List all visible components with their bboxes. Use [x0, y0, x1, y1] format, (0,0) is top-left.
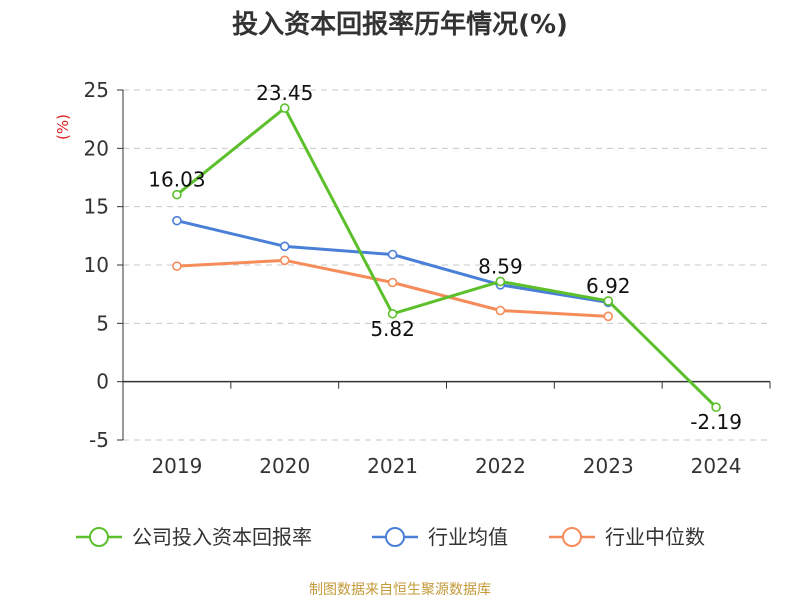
data-point	[172, 215, 182, 226]
data-label: 16.03	[148, 168, 205, 192]
x-tick-label: 2019	[151, 454, 202, 478]
legend-item[interactable]: 行业中位数	[549, 525, 705, 549]
data-point	[172, 261, 182, 271]
x-tick-label: 2022	[475, 454, 526, 478]
series-line	[175, 106, 718, 409]
data-labels: 16.03 23.45 5.82 8.59 6.92 -2.19	[148, 81, 742, 434]
legend-label: 行业均值	[428, 525, 508, 549]
y-tick-label: 25	[84, 78, 109, 102]
axes: 25 20 15 10 5 0 -5 2019 2020 2021 2022 2023 2024	[84, 78, 771, 478]
data-label: -2.19	[690, 410, 742, 434]
grid-lines	[123, 89, 770, 441]
x-tick-label: 2023	[583, 454, 634, 478]
data-point	[279, 241, 290, 252]
data-point	[495, 276, 506, 287]
data-label: 6.92	[586, 274, 631, 298]
legend: 公司投入资本回报率 行业均值 行业中位数	[76, 525, 705, 549]
legend-marker	[89, 527, 109, 547]
y-tick-label: 15	[84, 195, 109, 219]
legend-label: 行业中位数	[605, 525, 705, 549]
legend-item[interactable]: 行业均值	[372, 525, 508, 549]
y-tick-label: 20	[84, 136, 109, 160]
data-point	[387, 308, 398, 319]
data-point	[603, 296, 614, 306]
x-tick-label: 2020	[259, 454, 310, 478]
series-layer	[172, 103, 721, 413]
data-point	[387, 277, 398, 288]
x-tick-label: 2021	[367, 454, 418, 478]
legend-marker	[562, 527, 582, 547]
y-tick-label: 10	[84, 253, 109, 277]
data-point	[603, 311, 614, 322]
chart-title: 投入资本回报率历年情况(%)	[232, 9, 568, 40]
source-note: 制图数据来自恒生聚源数据库	[309, 582, 491, 598]
y-tick-label: 5	[96, 311, 109, 335]
y-tick-label: -5	[89, 428, 109, 452]
y-axis-unit: (%)	[54, 114, 72, 140]
data-label: 23.45	[256, 81, 313, 105]
data-point	[711, 402, 721, 413]
data-label: 8.59	[478, 254, 523, 278]
x-tick-label: 2024	[691, 454, 742, 478]
data-point	[495, 305, 506, 316]
data-label: 5.82	[370, 317, 415, 341]
legend-label: 公司投入资本回报率	[132, 525, 312, 549]
y-tick-label: 0	[96, 370, 109, 394]
data-point	[279, 255, 290, 266]
data-point	[387, 249, 398, 260]
data-point	[172, 189, 182, 200]
data-point	[279, 103, 290, 113]
legend-marker	[385, 527, 405, 547]
legend-item[interactable]: 公司投入资本回报率	[76, 525, 312, 549]
